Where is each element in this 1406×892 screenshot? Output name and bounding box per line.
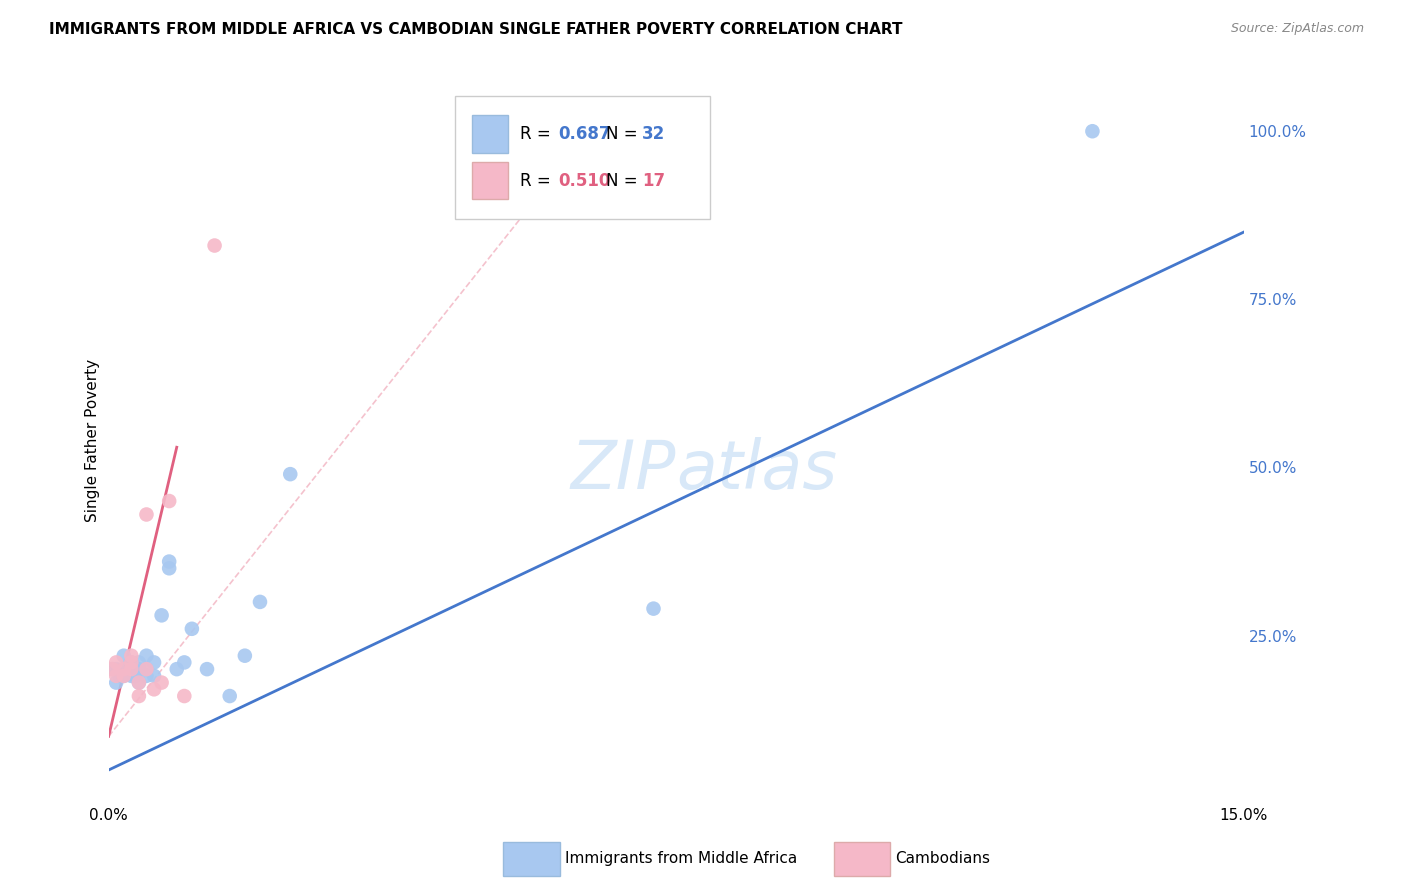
Point bbox=[120, 656, 142, 670]
Point bbox=[218, 689, 240, 703]
Point bbox=[112, 648, 135, 663]
Point bbox=[166, 662, 188, 676]
Text: 0.510: 0.510 bbox=[558, 171, 610, 190]
Point bbox=[105, 656, 128, 670]
Point bbox=[233, 648, 256, 663]
Text: N =: N = bbox=[606, 125, 643, 143]
Point bbox=[112, 662, 135, 676]
FancyBboxPatch shape bbox=[472, 161, 508, 200]
Point bbox=[143, 669, 166, 683]
Text: R =: R = bbox=[520, 171, 555, 190]
Point bbox=[135, 508, 157, 522]
Point bbox=[157, 494, 180, 508]
Point bbox=[150, 608, 173, 623]
Point bbox=[112, 669, 135, 683]
Point bbox=[249, 595, 271, 609]
Point bbox=[124, 669, 146, 683]
Text: 17: 17 bbox=[643, 171, 665, 190]
Point bbox=[108, 669, 131, 683]
Point bbox=[128, 675, 150, 690]
Point bbox=[120, 662, 142, 676]
Text: 0.687: 0.687 bbox=[558, 125, 610, 143]
Point bbox=[101, 662, 124, 676]
Text: Immigrants from Middle Africa: Immigrants from Middle Africa bbox=[565, 851, 797, 865]
Point bbox=[120, 656, 142, 670]
Text: 32: 32 bbox=[643, 125, 665, 143]
FancyBboxPatch shape bbox=[472, 115, 508, 153]
Point bbox=[120, 662, 142, 676]
Point bbox=[135, 648, 157, 663]
Point bbox=[150, 675, 173, 690]
Point bbox=[1081, 124, 1104, 138]
Point bbox=[143, 682, 166, 697]
Point bbox=[120, 648, 142, 663]
Point bbox=[112, 669, 135, 683]
Point bbox=[128, 675, 150, 690]
Point bbox=[180, 622, 202, 636]
FancyBboxPatch shape bbox=[456, 95, 710, 219]
Point bbox=[173, 656, 195, 670]
Point bbox=[101, 662, 124, 676]
Point bbox=[128, 662, 150, 676]
Text: ZIP: ZIP bbox=[571, 436, 676, 502]
Point bbox=[278, 467, 301, 482]
Point bbox=[135, 662, 157, 676]
Text: R =: R = bbox=[520, 125, 555, 143]
Point bbox=[643, 601, 665, 615]
Point bbox=[128, 656, 150, 670]
Y-axis label: Single Father Poverty: Single Father Poverty bbox=[86, 359, 100, 522]
Text: IMMIGRANTS FROM MIDDLE AFRICA VS CAMBODIAN SINGLE FATHER POVERTY CORRELATION CHA: IMMIGRANTS FROM MIDDLE AFRICA VS CAMBODI… bbox=[49, 22, 903, 37]
Point bbox=[112, 662, 135, 676]
Point bbox=[105, 675, 128, 690]
Point bbox=[135, 662, 157, 676]
Point bbox=[157, 555, 180, 569]
Point bbox=[105, 662, 128, 676]
Point bbox=[120, 669, 142, 683]
Point bbox=[173, 689, 195, 703]
Point bbox=[204, 238, 226, 252]
Point bbox=[143, 656, 166, 670]
Point bbox=[105, 669, 128, 683]
Text: N =: N = bbox=[606, 171, 643, 190]
Text: Cambodians: Cambodians bbox=[896, 851, 991, 865]
Point bbox=[157, 561, 180, 575]
Text: atlas: atlas bbox=[676, 436, 838, 502]
Point bbox=[135, 669, 157, 683]
Point bbox=[128, 689, 150, 703]
Text: Source: ZipAtlas.com: Source: ZipAtlas.com bbox=[1230, 22, 1364, 36]
Point bbox=[195, 662, 218, 676]
